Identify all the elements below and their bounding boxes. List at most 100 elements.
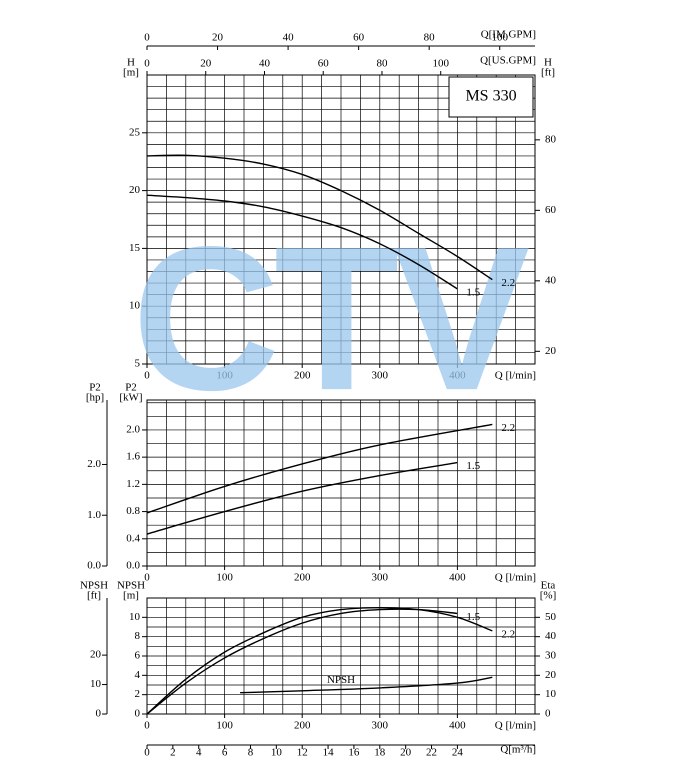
tick-label: 40 [259, 58, 271, 70]
tick-label: 40 [283, 32, 295, 44]
tick-label: 20 [545, 345, 557, 357]
curve-layer: MS 330 2.2 1.5 2.2 1.5 NPSH 1.5 2.2 [146, 76, 534, 715]
curve [146, 423, 493, 514]
plot-frame [146, 74, 536, 365]
tick-label: 400 [449, 370, 466, 382]
tick-label: 2.0 [126, 423, 140, 435]
tick-label: 60 [545, 204, 557, 216]
curve [146, 461, 458, 535]
y-axis-label: H [127, 57, 135, 69]
tick-label: 10 [90, 678, 102, 690]
y2-axis-unit: [%] [540, 590, 557, 602]
tick-label: 20 [545, 669, 557, 681]
tick-label: 5 [135, 358, 141, 370]
curve [146, 606, 493, 715]
tick-label: 15 [129, 242, 141, 254]
x-axis-label: Q [l/min] [495, 572, 536, 584]
x2-axis-label: Q[IM.GPM] [481, 29, 536, 41]
tick-label: 2.0 [87, 458, 101, 470]
tick-label: 8 [248, 747, 254, 759]
series-label: 2.2 [501, 422, 515, 434]
tick-label: 8 [135, 630, 141, 642]
tick-label: 200 [294, 572, 311, 584]
tick-label: 0 [144, 720, 150, 732]
plot-frame [146, 399, 536, 567]
tick-label: 0.8 [126, 505, 140, 517]
title-box [448, 76, 534, 118]
tick-label: 0.0 [126, 560, 140, 572]
tick-label: 300 [372, 720, 389, 732]
series-label: NPSH [327, 674, 355, 686]
tick-label: 200 [294, 370, 311, 382]
tick-label: 300 [372, 370, 389, 382]
y2-axis-label: H [544, 57, 552, 69]
tick-label: 10 [545, 688, 557, 700]
tick-label: 80 [545, 133, 557, 145]
tick-label: 0 [96, 708, 102, 720]
tick-label: 25 [129, 126, 141, 138]
tick-label: 16 [348, 747, 360, 759]
series-label: 1.5 [466, 286, 480, 298]
tick-label: 0 [545, 708, 551, 720]
tick-label: 100 [216, 370, 233, 382]
tick-label: 1.6 [126, 451, 140, 463]
tick-label: 20 [90, 649, 102, 661]
x2-axis-label: Q[m³/h] [500, 744, 536, 756]
tick-label: 20 [129, 184, 141, 196]
tick-label: 20 [400, 747, 412, 759]
tick-label: 0 [144, 58, 150, 70]
tick-label: 1.0 [87, 509, 101, 521]
tick-label: 100 [491, 32, 508, 44]
y-axis-label: NPSH [117, 580, 145, 592]
series-label: 2.2 [501, 277, 515, 289]
tick-label: 80 [376, 58, 388, 70]
tick-label: 100 [216, 720, 233, 732]
tick-label: 24 [452, 747, 464, 759]
tick-label: 18 [374, 747, 386, 759]
y-axis-label: P2 [125, 382, 137, 394]
y2-axis-unit: [hp] [86, 392, 104, 404]
tick-label: 40 [545, 630, 557, 642]
tick-label: 400 [449, 572, 466, 584]
x-axis-label: Q [l/min] [495, 720, 536, 732]
tick-label: 2 [135, 688, 141, 700]
tick-label: 2 [170, 747, 176, 759]
tick-label: 0 [135, 708, 141, 720]
tick-label: 400 [449, 720, 466, 732]
tick-label: 0.4 [126, 532, 140, 544]
tick-label: 10 [129, 611, 141, 623]
tick-label: 0 [144, 370, 150, 382]
tick-label: 100 [216, 572, 233, 584]
tick-label: 200 [294, 720, 311, 732]
tick-label: 100 [432, 58, 449, 70]
tick-label: 0.0 [87, 560, 101, 572]
tick-label: 12 [297, 747, 308, 759]
curve [146, 194, 458, 290]
tick-label: 10 [271, 747, 283, 759]
y2-axis-label: Eta [541, 580, 556, 592]
tick-label: 4 [135, 669, 141, 681]
series-label: 2.2 [501, 628, 515, 640]
tick-label: 40 [545, 274, 557, 286]
chart-title: MS 330 [465, 88, 516, 105]
tick-label: 6 [135, 650, 141, 662]
tick-label: 10 [129, 300, 141, 312]
tick-label: 0 [144, 32, 150, 44]
series-label: 1.5 [466, 611, 480, 623]
x-axis-label: Q [l/min] [495, 370, 536, 382]
watermark-layer: CTV [132, 204, 535, 433]
tick-label: 60 [318, 58, 330, 70]
y2-axis-unit: [ft] [541, 67, 555, 79]
y-axis-unit: [m] [123, 67, 139, 79]
tick-label: 0 [144, 747, 150, 759]
tick-label: 0 [144, 572, 150, 584]
series-label: 1.5 [466, 460, 480, 472]
tick-label: 30 [545, 650, 557, 662]
y3-axis-label: NPSH [80, 580, 108, 592]
tick-label: 1.2 [126, 478, 140, 490]
curve [240, 676, 493, 694]
tick-label: 14 [323, 747, 335, 759]
tick-label: 4 [196, 747, 202, 759]
y-axis-unit: [m] [123, 590, 139, 602]
